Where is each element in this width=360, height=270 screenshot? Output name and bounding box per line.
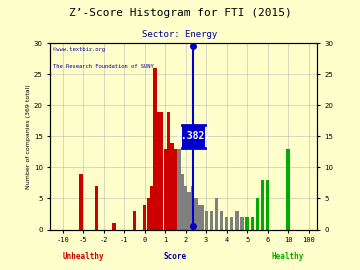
Text: ©www.textbiz.org: ©www.textbiz.org bbox=[53, 47, 105, 52]
Bar bbox=[157, 112, 160, 230]
Text: Healthy: Healthy bbox=[272, 252, 304, 261]
Y-axis label: Number of companies (369 total): Number of companies (369 total) bbox=[26, 84, 31, 189]
Bar bbox=[194, 198, 198, 230]
Bar bbox=[210, 211, 213, 230]
Bar bbox=[256, 198, 259, 230]
Text: Score: Score bbox=[164, 252, 187, 261]
Bar bbox=[198, 205, 201, 230]
Bar bbox=[133, 211, 136, 230]
Bar bbox=[188, 192, 191, 230]
Bar bbox=[251, 217, 254, 230]
Text: 2.3827: 2.3827 bbox=[176, 131, 211, 141]
Bar bbox=[143, 205, 146, 230]
Text: Sector: Energy: Sector: Energy bbox=[142, 30, 218, 39]
Bar bbox=[177, 149, 180, 230]
Bar bbox=[215, 198, 218, 230]
Bar bbox=[174, 149, 177, 230]
Bar bbox=[201, 205, 204, 230]
Bar bbox=[225, 217, 228, 230]
Bar bbox=[261, 180, 264, 230]
Bar bbox=[182, 125, 205, 147]
Text: The Research Foundation of SUNY: The Research Foundation of SUNY bbox=[53, 64, 154, 69]
Bar bbox=[287, 186, 290, 229]
Bar bbox=[220, 211, 223, 230]
Bar bbox=[167, 112, 170, 230]
Bar bbox=[235, 211, 239, 230]
Bar bbox=[170, 143, 174, 230]
Bar bbox=[150, 186, 153, 229]
Bar bbox=[112, 223, 116, 230]
Bar bbox=[153, 68, 157, 230]
Bar bbox=[147, 198, 150, 230]
Bar bbox=[184, 186, 187, 229]
Bar bbox=[180, 174, 184, 230]
Bar bbox=[230, 217, 233, 230]
Bar bbox=[204, 211, 208, 230]
Bar bbox=[287, 149, 290, 230]
Bar bbox=[266, 180, 269, 230]
Bar bbox=[191, 186, 194, 229]
Bar bbox=[246, 217, 249, 230]
Bar bbox=[163, 149, 167, 230]
Text: Unhealthy: Unhealthy bbox=[62, 252, 104, 261]
Bar bbox=[240, 217, 244, 230]
Text: Z’-Score Histogram for FTI (2015): Z’-Score Histogram for FTI (2015) bbox=[69, 8, 291, 18]
Bar bbox=[160, 112, 163, 230]
Bar bbox=[80, 174, 83, 230]
Bar bbox=[95, 186, 99, 229]
